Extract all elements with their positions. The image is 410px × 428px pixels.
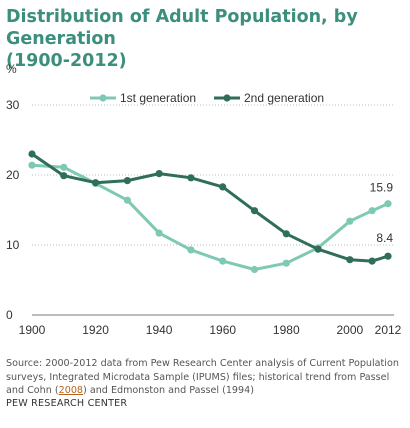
x-tick-1920: 1920 [82, 323, 109, 337]
source-text-2: ) and Edmonston and Passel (1994) [83, 385, 254, 396]
source-text-1: Source: 2000-2012 data from Pew Research… [6, 358, 399, 396]
data-point-s1-1970 [250, 265, 259, 274]
line-chart: % 0 10 20 30 1900 1920 1940 1960 1980 2000 2012 1s… [6, 62, 402, 337]
y-tick-10: 10 [6, 238, 20, 252]
legend: 1st generation 2nd generation [90, 91, 324, 105]
data-point-s1-1940 [155, 229, 163, 237]
source-link-2008[interactable]: 2008 [58, 385, 84, 396]
legend-swatch-dot-1 [99, 94, 107, 102]
series-group [28, 150, 392, 274]
data-point-s2-1970 [250, 207, 259, 215]
data-point-s1-1910 [60, 163, 68, 171]
data-point-s1-1980 [282, 259, 290, 267]
x-tick-2012: 2012 [375, 323, 402, 337]
legend-label-1: 1st generation [120, 91, 196, 105]
chart-title-line2: (1900-2012) [6, 51, 127, 71]
data-point-s1-1950 [187, 246, 195, 254]
axes: % 0 10 20 30 1900 1920 1940 1960 1980 2000 2012 [6, 62, 402, 337]
chart-title-line1: Distribution of Adult Population, by Gen… [6, 7, 358, 49]
data-point-s2-1930 [123, 177, 131, 185]
gridlines [32, 104, 394, 246]
data-point-s2-2007 [368, 257, 376, 265]
legend-label-2: 2nd generation [244, 91, 324, 105]
x-tick-1940: 1940 [146, 323, 173, 337]
x-tick-2000: 2000 [337, 323, 364, 337]
data-point-s2-2012 [384, 252, 392, 260]
data-point-s1-2000 [346, 217, 354, 225]
data-point-s2-2000 [346, 256, 354, 264]
data-point-s2-1960 [219, 183, 227, 191]
data-point-s2-1990 [314, 245, 322, 253]
data-point-s1-2007 [368, 207, 376, 215]
chart-title: Distribution of Adult Population, by Gen… [6, 6, 406, 72]
y-unit-label: % [6, 62, 17, 76]
data-point-s1-1960 [219, 257, 227, 265]
data-point-s2-1950 [187, 174, 195, 182]
end-label-series-2: 8.4 [376, 231, 393, 245]
x-tick-1900: 1900 [19, 323, 46, 337]
data-point-s2-1910 [60, 172, 68, 180]
data-point-s2-1940 [155, 170, 163, 178]
data-point-s1-1900 [28, 161, 36, 169]
data-point-s2-1980 [282, 230, 290, 238]
data-point-s1-1930 [123, 196, 131, 204]
legend-swatch-dot-2 [223, 94, 231, 102]
data-point-s2-1920 [91, 179, 100, 187]
x-tick-1980: 1980 [273, 323, 300, 337]
data-point-s2-1900 [28, 150, 36, 158]
pew-credit: PEW RESEARCH CENTER [6, 398, 128, 409]
end-labels: 15.9 8.4 [370, 181, 394, 246]
y-tick-20: 20 [6, 168, 20, 182]
source-note: Source: 2000-2012 data from Pew Research… [6, 357, 406, 398]
x-tick-1960: 1960 [209, 323, 236, 337]
y-tick-0: 0 [6, 308, 13, 322]
y-tick-30: 30 [6, 98, 20, 112]
data-point-s1-2012 [384, 200, 392, 208]
end-label-series-1: 15.9 [370, 181, 394, 195]
